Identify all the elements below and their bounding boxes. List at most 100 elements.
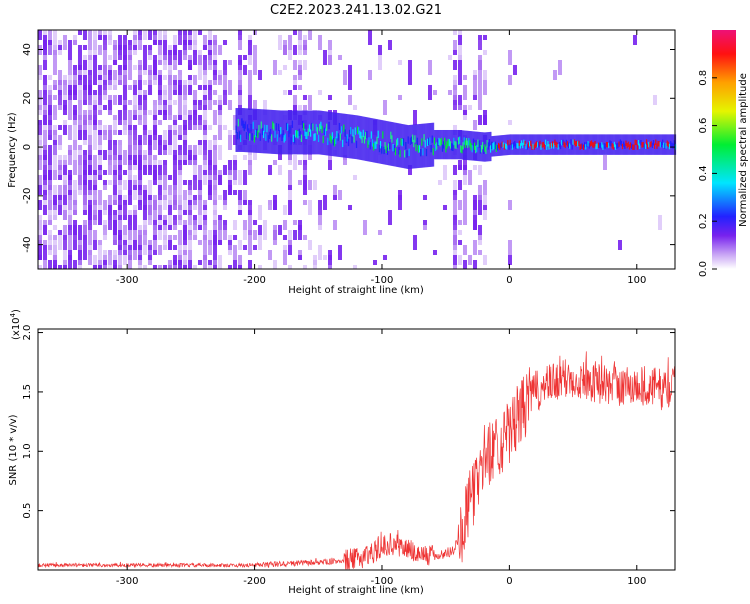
signal-cell — [238, 131, 241, 139]
spectrogram-cell — [203, 90, 207, 95]
spectrogram-cell — [43, 260, 47, 269]
spectrogram-cell — [38, 95, 42, 100]
signal-cell — [322, 135, 325, 144]
spectrogram-cell — [368, 30, 372, 45]
spectrogram-cell — [158, 50, 162, 55]
spectrogram-cell — [53, 205, 57, 220]
spectrogram-cell — [143, 165, 147, 175]
signal-halo — [267, 109, 270, 154]
signal-cell — [423, 134, 426, 142]
signal-cell — [378, 144, 381, 153]
spectrogram-cell — [163, 235, 167, 240]
spectrogram-cell — [73, 40, 77, 45]
spectrogram-cell — [98, 110, 102, 115]
spectrogram-cell — [413, 110, 417, 125]
signal-halo — [390, 121, 392, 166]
spectrogram-cell — [458, 180, 462, 190]
spectrogram-cell — [88, 55, 92, 60]
spectrogram-cell — [458, 95, 462, 110]
signal-halo — [445, 129, 447, 160]
signal-cell — [368, 137, 370, 145]
spectrogram-cell — [208, 60, 212, 70]
spectrogram-cell — [193, 30, 197, 45]
spectrogram-cell — [248, 100, 252, 110]
signal-cell — [340, 126, 343, 134]
spectrogram-cell — [258, 235, 262, 250]
signal-cell — [498, 142, 500, 149]
signal-halo — [291, 110, 294, 155]
spectrogram-cell — [133, 215, 137, 225]
signal-cell — [377, 130, 380, 138]
spectrogram-cell — [183, 40, 187, 55]
signal-cell — [319, 123, 321, 132]
signal-cell — [337, 133, 340, 141]
spectrogram-cell — [133, 240, 137, 250]
spectrogram-cell — [163, 195, 167, 200]
spectrogram-cell — [183, 35, 187, 40]
signal-halo — [382, 120, 384, 165]
signal-cell — [399, 149, 401, 158]
signal-cell — [292, 134, 295, 142]
spectrogram-cell — [168, 125, 172, 130]
spectrogram-cell — [108, 180, 112, 185]
signal-cell — [273, 123, 275, 131]
signal-cell — [602, 144, 604, 150]
spectrogram-cell — [163, 60, 167, 70]
spectrogram-cell — [163, 245, 167, 250]
signal-cell — [490, 145, 492, 153]
spectrogram-cell — [163, 110, 167, 115]
spectrogram-cell — [53, 35, 57, 50]
spectrogram-cell — [448, 55, 452, 60]
signal-cell — [237, 119, 240, 127]
spectrogram-cell — [103, 105, 107, 110]
signal-cell — [245, 132, 248, 140]
signal-halo — [420, 123, 422, 168]
spectrogram-cell — [483, 70, 487, 80]
spectrogram-cell — [473, 120, 477, 130]
signal-halo — [242, 108, 244, 152]
spectrogram-cell — [363, 220, 367, 235]
spectrogram-cell — [198, 215, 202, 230]
spectrogram-cell — [93, 125, 97, 140]
spectrogram-cell — [208, 150, 212, 155]
spectrogram-cell — [183, 265, 187, 269]
spectrogram-cell — [453, 195, 457, 205]
signal-cell — [504, 143, 507, 149]
signal-cell — [300, 134, 303, 142]
signal-halo — [350, 114, 352, 159]
spectrogram-cell — [458, 165, 462, 170]
spectrogram-cell — [73, 150, 77, 160]
spectrogram-cell — [158, 175, 162, 180]
signal-halo — [275, 110, 278, 155]
spectrogram-cell — [103, 135, 107, 140]
spectrogram-cell — [183, 180, 187, 185]
spectrogram-cell — [198, 65, 202, 80]
spectrogram-cell — [473, 260, 477, 269]
signal-cell — [376, 136, 379, 145]
signal-cell — [267, 135, 270, 143]
signal-cell — [480, 145, 483, 153]
signal-halo — [334, 112, 336, 157]
signal-halo — [430, 122, 432, 167]
spectrogram-cell — [153, 80, 157, 85]
signal-cell — [452, 143, 454, 152]
spectrogram-cell — [198, 120, 202, 130]
signal-cell — [582, 144, 585, 150]
signal-halo — [265, 109, 267, 154]
spectrogram-cell — [158, 120, 162, 125]
spectrogram-cell — [63, 225, 67, 235]
spectrogram-cell — [148, 80, 152, 85]
spectrogram-cell — [298, 225, 302, 230]
spectrogram-cell — [73, 160, 77, 175]
spectrogram-cell — [148, 220, 152, 225]
signal-cell — [304, 128, 306, 137]
spectrogram-cell — [78, 45, 82, 60]
spectrogram-cell — [168, 130, 172, 145]
signal-halo — [377, 119, 380, 164]
spectrogram-cell — [203, 175, 207, 185]
spectrogram-cell — [88, 190, 92, 200]
spectrogram-cell — [73, 90, 77, 100]
spectrogram-cell — [63, 250, 67, 260]
spectrogram-cell — [148, 140, 152, 145]
signal-halo — [385, 120, 388, 165]
